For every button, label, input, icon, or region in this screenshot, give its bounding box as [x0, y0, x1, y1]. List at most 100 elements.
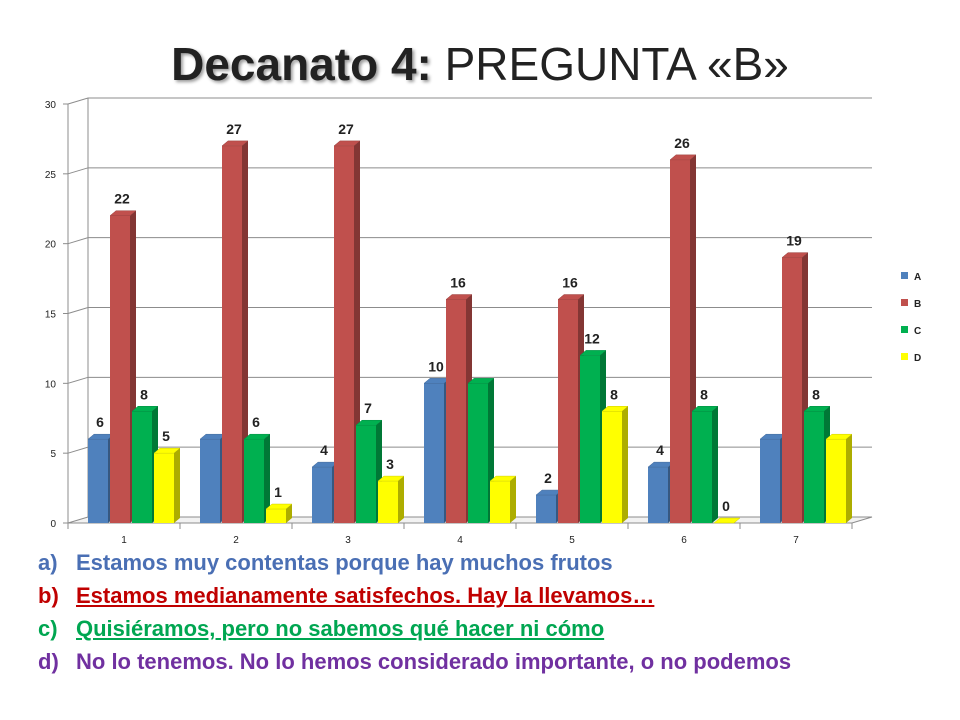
slide-title: Decanato 4: PREGUNTA «B»	[0, 36, 960, 92]
bar-front	[490, 481, 510, 523]
data-label: 26	[674, 135, 690, 151]
data-label: 19	[786, 233, 802, 249]
legend-swatch-b	[901, 299, 908, 306]
answer-c: c) Quisiéramos, pero no sabemos qué hacer…	[38, 614, 938, 644]
bar-front	[244, 439, 264, 523]
answer-c-text: Quisiéramos, pero no sabemos qué hacer n…	[76, 616, 605, 641]
x-tick-label: 1	[121, 535, 127, 546]
bar-front	[110, 215, 130, 523]
bars	[87, 140, 853, 524]
bar-c	[691, 406, 719, 523]
legend-swatch-c	[901, 326, 908, 333]
data-label: 6	[96, 414, 104, 430]
bar-front	[602, 411, 622, 523]
data-label: 1	[274, 484, 282, 500]
bar-front	[88, 439, 108, 523]
legend-swatch-a	[901, 272, 908, 279]
y-tick-label: 15	[45, 310, 57, 321]
answer-b-text: Estamos medianamente satisfechos. Hay la…	[76, 583, 655, 608]
data-label: 0	[722, 498, 730, 514]
x-tick-label: 5	[569, 535, 575, 546]
title-rest: PREGUNTA «B»	[444, 38, 789, 90]
bar-front	[378, 481, 398, 523]
bar-side	[242, 140, 248, 523]
bar-front	[782, 257, 802, 523]
answer-a: a) Estamos muy contentas porque hay mucho…	[38, 548, 938, 578]
data-label: 27	[338, 121, 354, 137]
answer-b: b) Estamos medianamente satisfechos. Hay …	[38, 581, 938, 611]
legend-label-d: D	[914, 353, 921, 364]
bar-front	[154, 453, 174, 523]
data-label: 8	[610, 386, 618, 402]
legend-swatch-d	[901, 353, 908, 360]
data-label: 12	[584, 330, 600, 346]
gridline	[67, 376, 872, 384]
y-tick-label: 20	[45, 240, 57, 251]
y-tick-label: 25	[45, 170, 57, 181]
bar-front	[424, 383, 444, 523]
legend-label-a: A	[914, 272, 921, 283]
data-label: 8	[140, 386, 148, 402]
x-tick-label: 3	[345, 535, 351, 546]
data-label: 5	[162, 428, 170, 444]
y-tick-label: 10	[45, 379, 57, 390]
bar-d	[377, 475, 405, 523]
data-label: 22	[114, 191, 130, 207]
bar-b	[221, 140, 249, 523]
answer-a-letter: a)	[38, 550, 58, 575]
y-axis: 0 5 10 15 20 25 30	[45, 100, 69, 530]
bar-d	[825, 433, 853, 523]
data-label: 8	[812, 386, 820, 402]
bar-front	[804, 411, 824, 523]
bar-c	[467, 378, 495, 523]
bar-front	[692, 411, 712, 523]
bar-side	[712, 406, 718, 523]
bar-front	[200, 439, 220, 523]
bar-side	[264, 434, 270, 523]
bar-front	[266, 509, 286, 523]
answer-b-letter: b)	[38, 583, 59, 608]
bar-front	[334, 145, 354, 523]
bar-c	[243, 433, 271, 523]
legend: A B C D	[901, 272, 921, 364]
y-tick-label: 0	[50, 519, 56, 530]
x-tick-label: 4	[457, 535, 463, 546]
bar-d	[601, 406, 629, 523]
data-label: 7	[364, 400, 372, 416]
bar-side	[398, 476, 404, 523]
bar-front	[468, 383, 488, 523]
bar-side	[622, 406, 628, 523]
data-label: 4	[320, 442, 328, 458]
answer-d-letter: d)	[38, 649, 59, 674]
data-label: 2	[544, 470, 552, 486]
bar-front	[558, 299, 578, 523]
gridline	[67, 97, 872, 105]
bar-front	[536, 495, 556, 523]
gridline	[67, 167, 872, 175]
x-tick-label: 7	[793, 535, 799, 546]
bar-front	[648, 467, 668, 523]
data-label: 16	[562, 275, 578, 291]
bar-front	[132, 411, 152, 523]
bar-front	[760, 439, 780, 523]
bar-front	[670, 159, 690, 523]
answer-d-text: No lo tenemos. No lo hemos considerado i…	[76, 649, 792, 674]
bar-front	[312, 467, 332, 523]
answer-a-text: Estamos muy contentas porque hay muchos …	[76, 550, 613, 575]
y-tick-label: 30	[45, 100, 57, 111]
answer-d: d) No lo tenemos. No lo hemos considerado…	[38, 647, 938, 677]
bar-d	[713, 517, 741, 524]
title-bold: Decanato 4:	[171, 38, 432, 90]
bar-front	[580, 355, 600, 523]
data-label: 3	[386, 456, 394, 472]
bar-front	[826, 439, 846, 523]
data-label: 6	[252, 414, 260, 430]
data-label: 10	[428, 358, 444, 374]
data-label: 16	[450, 275, 466, 291]
bar-side	[846, 434, 852, 523]
gridline	[67, 307, 872, 314]
gridline	[67, 237, 872, 245]
bar-d	[153, 447, 181, 523]
answer-list: a) Estamos muy contentas porque hay mucho…	[38, 548, 938, 680]
